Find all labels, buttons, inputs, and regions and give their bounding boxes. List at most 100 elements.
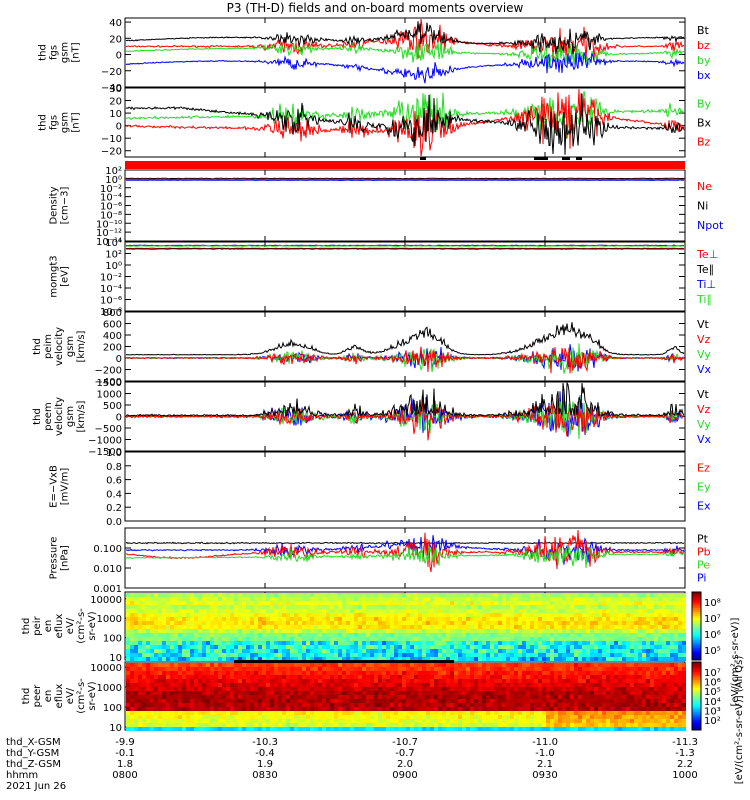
- spectro-cell: [486, 687, 490, 691]
- spectro-cell: [366, 649, 370, 653]
- spectro-cell: [382, 645, 386, 649]
- spectro-cell: [522, 649, 526, 653]
- spectro-cell: [290, 691, 294, 695]
- spectro-cell: [242, 667, 246, 671]
- spectro-cell: [438, 699, 442, 703]
- spectro-cell: [498, 715, 502, 719]
- spectro-cell: [538, 703, 542, 707]
- spectro-cell: [406, 683, 410, 687]
- spectro-cell: [570, 653, 574, 657]
- spectro-cell: [334, 617, 338, 621]
- spectro-cell: [358, 679, 362, 683]
- spectro-cell: [666, 641, 670, 645]
- spectro-cell: [642, 667, 646, 671]
- spectro-cell: [350, 687, 354, 691]
- spectro-cell: [614, 703, 618, 707]
- spectro-cell: [350, 637, 354, 641]
- spectro-cell: [162, 625, 166, 629]
- spectro-cell: [558, 637, 562, 641]
- spectro-cell: [314, 605, 318, 609]
- spectro-cell: [502, 671, 506, 675]
- spectro-cell: [438, 633, 442, 637]
- spectro-cell: [246, 625, 250, 629]
- spectro-cell: [370, 675, 374, 679]
- spectro-cell: [154, 711, 158, 715]
- spectro-cell: [186, 687, 190, 691]
- spectro-cell: [274, 613, 278, 617]
- spectro-cell: [526, 687, 530, 691]
- spectro-cell: [586, 609, 590, 613]
- spectro-cell: [230, 621, 234, 625]
- spectro-cell: [490, 703, 494, 707]
- spectro-cell: [266, 613, 270, 617]
- spectro-cell: [486, 657, 490, 661]
- spectro-cell: [450, 617, 454, 621]
- spectro-cell: [290, 679, 294, 683]
- spectro-cell: [614, 663, 618, 667]
- spectro-cell: [374, 663, 378, 667]
- spectro-cell: [458, 671, 462, 675]
- spectro-cell: [542, 687, 546, 691]
- spectro-cell: [294, 711, 298, 715]
- spectro-cell: [670, 605, 674, 609]
- spectro-cell: [534, 727, 538, 731]
- spectro-cell: [362, 617, 366, 621]
- spectro-cell: [510, 609, 514, 613]
- spectro-cell: [562, 723, 566, 727]
- spectro-cell: [514, 613, 518, 617]
- spectro-cell: [382, 649, 386, 653]
- spectro-cell: [374, 653, 378, 657]
- spectro-cell: [522, 683, 526, 687]
- spectro-cell: [378, 703, 382, 707]
- spectro-cell: [390, 663, 394, 667]
- spectro-cell: [290, 711, 294, 715]
- spectro-cell: [330, 675, 334, 679]
- spectro-cell: [190, 621, 194, 625]
- spectro-cell: [478, 633, 482, 637]
- spectro-cell: [146, 593, 150, 597]
- spectro-cell: [618, 687, 622, 691]
- spectro-cell: [674, 637, 678, 641]
- spectro-cell: [230, 653, 234, 657]
- spectro-cell: [438, 703, 442, 707]
- spectro-cell: [210, 703, 214, 707]
- spectro-cell: [290, 723, 294, 727]
- spectro-cell: [630, 663, 634, 667]
- spectro-cell: [418, 699, 422, 703]
- spectro-cell: [274, 593, 278, 597]
- spectro-cell: [578, 625, 582, 629]
- spectro-cell: [154, 597, 158, 601]
- spectro-cell: [142, 663, 146, 667]
- spectro-cell: [414, 645, 418, 649]
- spectro-cell: [642, 593, 646, 597]
- spectro-cell: [350, 641, 354, 645]
- spectro-cell: [630, 645, 634, 649]
- spectro-cell: [538, 617, 542, 621]
- spectro-cell: [506, 617, 510, 621]
- spectro-cell: [218, 719, 222, 723]
- spectro-cell: [258, 699, 262, 703]
- spectro-cell: [334, 613, 338, 617]
- spectro-cell: [190, 645, 194, 649]
- spectro-cell: [278, 679, 282, 683]
- spectro-cell: [194, 621, 198, 625]
- spectro-cell: [434, 727, 438, 731]
- spectro-cell: [434, 675, 438, 679]
- spectro-cell: [138, 715, 142, 719]
- spectro-cell: [290, 663, 294, 667]
- spectro-cell: [242, 723, 246, 727]
- spectro-cell: [598, 687, 602, 691]
- spectro-cell: [170, 617, 174, 621]
- spectro-cell: [382, 679, 386, 683]
- spectro-cell: [606, 699, 610, 703]
- spectro-cell: [446, 683, 450, 687]
- spectro-cell: [486, 699, 490, 703]
- ytick-label-panel-peir: 1000: [97, 614, 122, 625]
- spectro-cell: [586, 695, 590, 699]
- spectro-cell: [402, 679, 406, 683]
- spectro-cell: [130, 601, 134, 605]
- spectro-cell: [334, 637, 338, 641]
- spectro-cell: [578, 675, 582, 679]
- spectro-cell: [470, 645, 474, 649]
- spectro-cell: [162, 621, 166, 625]
